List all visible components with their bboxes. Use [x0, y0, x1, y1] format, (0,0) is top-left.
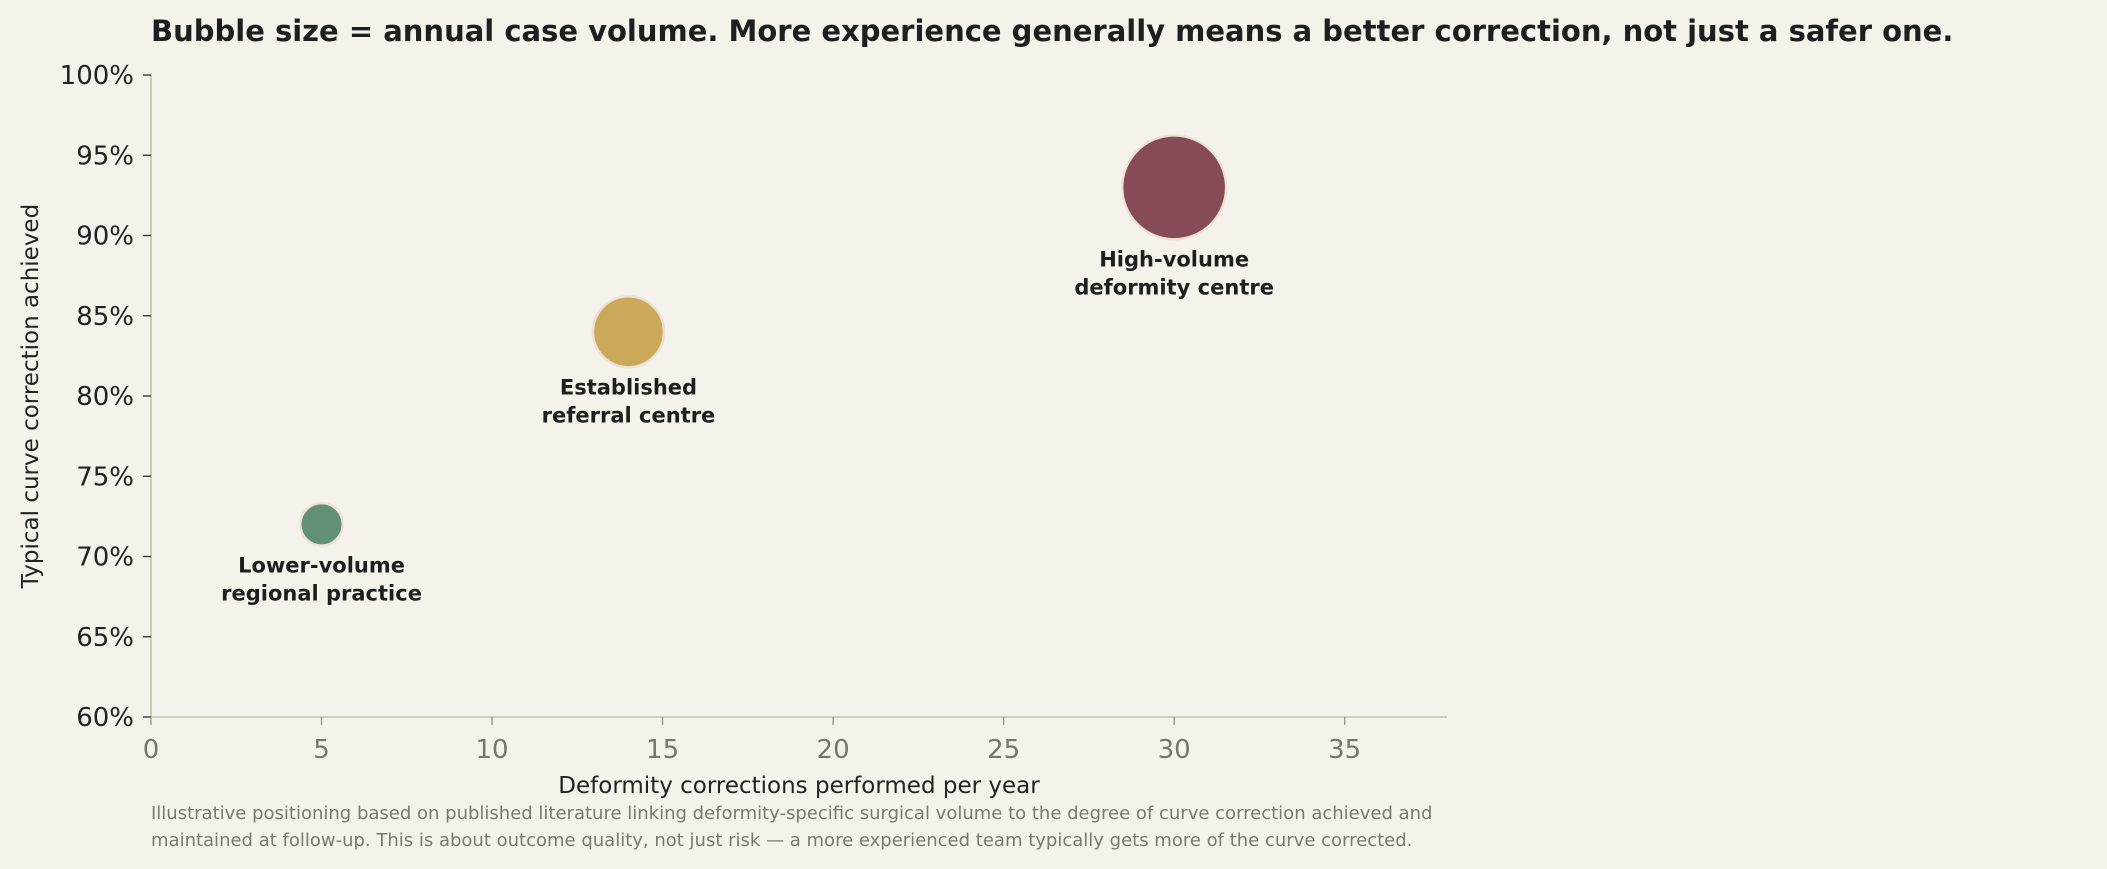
x-tick-label: 5: [313, 735, 330, 765]
bubble-label-line: referral centre: [542, 403, 716, 427]
y-tick-label: 100%: [60, 61, 134, 91]
x-tick-label: 0: [143, 735, 160, 765]
y-tick-label: 85%: [76, 302, 134, 332]
axes: 60% 65% 70% 75% 80% 85% 90% 95% 100% 0 5 10 15 20 25 3…: [60, 61, 1447, 765]
y-tick-label: 65%: [76, 623, 134, 653]
x-tick-label: 25: [987, 735, 1020, 765]
footnote: Illustrative positioning based on publis…: [151, 803, 1432, 851]
bubble-label-line: deformity centre: [1074, 275, 1274, 299]
y-axis-label: Typical curve correction achieved: [18, 204, 44, 589]
y-tick-label: 80%: [76, 382, 134, 412]
footnote-line: maintained at follow-up. This is about o…: [151, 830, 1412, 851]
y-tick-label: 75%: [76, 462, 134, 492]
bubble: [1120, 134, 1228, 241]
x-tick-label: 15: [646, 735, 679, 765]
bubble-label-line: Lower-volume: [238, 554, 405, 578]
x-tick-label: 10: [476, 735, 509, 765]
x-axis-label: Deformity corrections performed per year: [558, 773, 1040, 799]
x-tick-label: 35: [1328, 735, 1361, 765]
y-tick-label: 70%: [76, 543, 134, 573]
bubble-label-line: High-volume: [1099, 247, 1249, 271]
bubble-label: High-volume deformity centre: [1074, 247, 1274, 299]
y-tick-label: 90%: [76, 222, 134, 252]
bubble-label-line: Established: [560, 375, 697, 399]
x-ticks: 0 5 10 15 20 25 30 35: [143, 717, 1361, 765]
bubble-label: Lower-volume regional practice: [221, 554, 422, 606]
y-ticks: 60% 65% 70% 75% 80% 85% 90% 95% 100%: [60, 61, 151, 733]
bubble: [591, 295, 666, 369]
x-tick-label: 20: [817, 735, 850, 765]
footnote-line: Illustrative positioning based on publis…: [151, 803, 1432, 824]
bubbles: Lower-volume regional practice Established…: [221, 134, 1274, 606]
bubble-label: Established referral centre: [542, 375, 716, 427]
y-tick-label: 95%: [76, 141, 134, 171]
x-tick-label: 30: [1158, 735, 1191, 765]
bubble-label-line: regional practice: [221, 582, 422, 606]
bubble: [299, 501, 345, 547]
chart-title: Bubble size = annual case volume. More e…: [151, 14, 1953, 48]
y-tick-label: 60%: [76, 703, 134, 733]
